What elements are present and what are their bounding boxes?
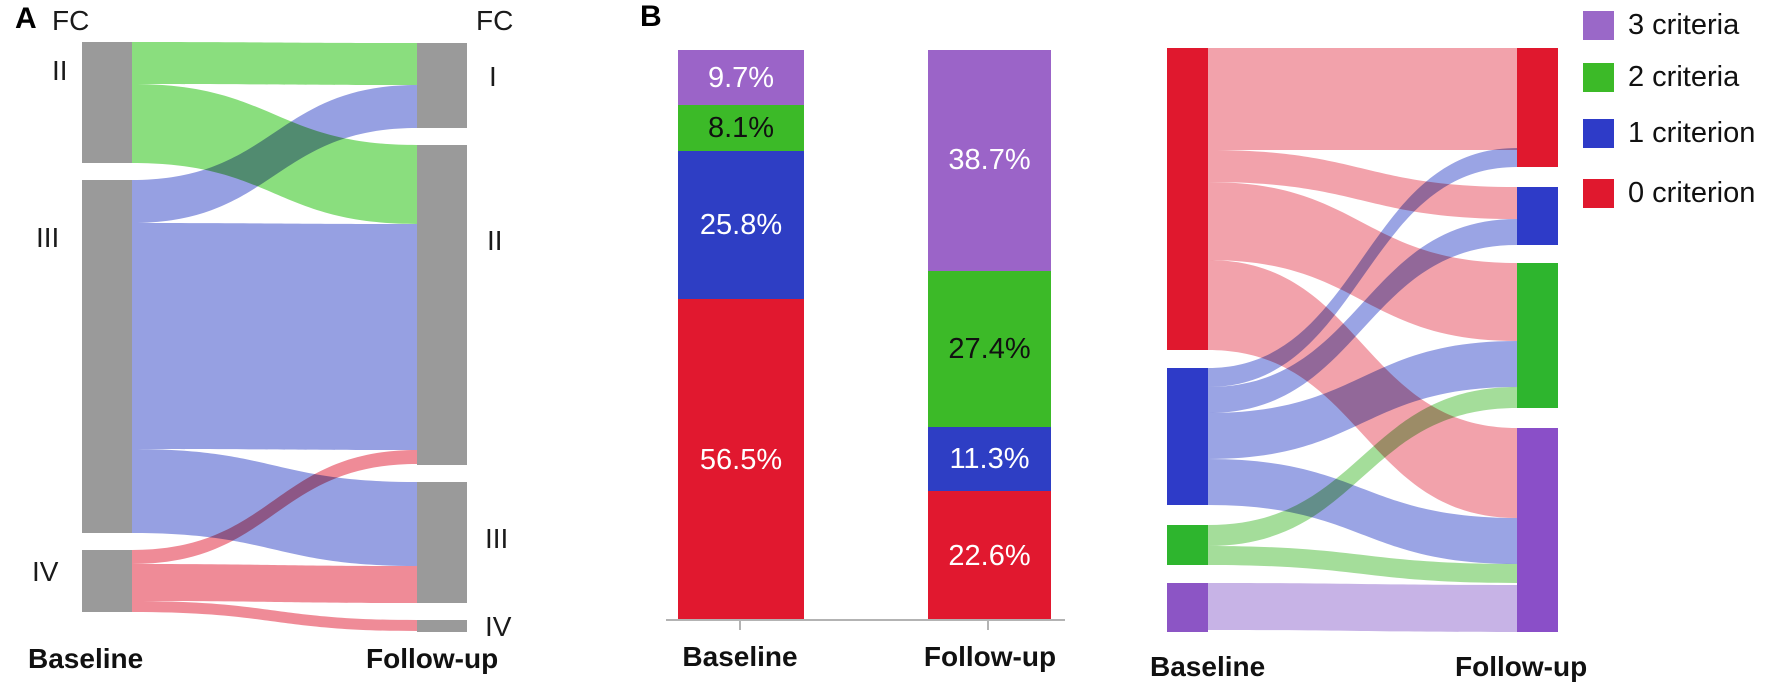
- bar-segment-0-criterion: [928, 491, 1051, 620]
- legend-label: 3 criteria: [1628, 9, 1740, 41]
- panel_b_sankey-flows: [1208, 48, 1517, 632]
- x-axis-tick-baseline: [739, 621, 741, 630]
- node-label-followup-II: II: [487, 225, 503, 256]
- sankey-node-3: [1517, 428, 1558, 632]
- sankey-node-2: [1167, 525, 1208, 565]
- bar-segment-1-criterion: [928, 426, 1051, 492]
- x-axis-line: [666, 619, 1065, 621]
- legend-swatch-0-criterion: [1583, 179, 1614, 208]
- bar-segment-value: 9.7%: [707, 61, 775, 94]
- sankey-flow-2-to-2: [1208, 387, 1517, 546]
- bar-segment-value: 27.4%: [948, 332, 1031, 365]
- panel-a-baseline-label: Baseline: [28, 643, 144, 674]
- sankey-node-III: [417, 482, 467, 603]
- sankey-flow-1-to-2: [1208, 341, 1517, 459]
- sankey-b-baseline-label: Baseline: [1150, 651, 1266, 682]
- bar-segment-value: 22.6%: [948, 539, 1031, 572]
- legend-swatch-1-criterion: [1583, 119, 1614, 148]
- bar-segment-0-criterion: [678, 298, 804, 621]
- sankey-flow-IV-to-II: [132, 450, 417, 564]
- node-label-followup-III: III: [485, 523, 509, 554]
- x-axis-tick-followup: [987, 621, 989, 630]
- sankey-flow-0-to-0: [1208, 48, 1517, 150]
- sankey-flow-II-to-I: [132, 42, 417, 85]
- node-label-followup-IV: IV: [485, 611, 512, 642]
- sankey-flow-1-to-0: [1208, 148, 1517, 387]
- bar-segment-value: 38.7%: [948, 144, 1031, 177]
- sankey-flow-2-to-3: [1208, 546, 1517, 583]
- sankey-node-2: [1517, 263, 1558, 408]
- sankey-flow-III-to-I: [132, 85, 417, 223]
- legend-label: 0 criterion: [1628, 177, 1756, 209]
- legend-swatch-3-criteria: [1583, 11, 1614, 40]
- panel-a-followup-label: Follow-up: [366, 643, 499, 674]
- bar-segment-value: 11.3%: [949, 442, 1030, 475]
- sankey-node-0: [1167, 48, 1208, 350]
- sankey-node-3: [1167, 583, 1208, 632]
- bar-segment-value: 8.1%: [707, 112, 775, 145]
- legend-item-3-criteria: 3 criteria: [1583, 9, 1739, 42]
- sankey-flow-1-to-3: [1208, 459, 1517, 564]
- panel-a-right-axis-title: FC: [476, 5, 514, 36]
- sankey-flow-1-to-1: [1208, 219, 1517, 413]
- node-label-followup-I: I: [489, 61, 497, 92]
- sankey-node-I: [417, 43, 467, 128]
- sankey-flow-IV-to-IV: [132, 601, 417, 631]
- legend-label: 2 criteria: [1628, 61, 1740, 93]
- sankey-node-II: [417, 145, 467, 465]
- panel_a_sankey-nodes: [82, 42, 467, 632]
- bar-segment-value: 56.5%: [699, 443, 783, 476]
- bar-segment-3-criteria: [678, 50, 804, 106]
- panel-a-left-axis-title: FC: [52, 5, 90, 36]
- node-label-baseline-II: II: [52, 55, 68, 86]
- sankey-node-1: [1517, 187, 1558, 245]
- legend-item-0-criterion: 0 criterion: [1583, 177, 1755, 210]
- sankey-node-IV: [82, 550, 132, 612]
- sankey-node-0: [1517, 48, 1558, 167]
- legend-item-1-criterion: 1 criterion: [1583, 117, 1755, 150]
- sankey-flow-III-to-II: [132, 223, 417, 450]
- sankey-node-II: [82, 42, 132, 163]
- bar-category-followup: Follow-up: [923, 641, 1057, 672]
- sankey-node-IV: [417, 620, 467, 632]
- bar-segment-value: 25.8%: [699, 208, 783, 241]
- sankey-flow-IV-to-III: [132, 564, 417, 603]
- node-label-baseline-IV: IV: [32, 556, 59, 587]
- panel-a-label: A: [15, 2, 37, 35]
- panel_b_sankey-nodes: [1167, 48, 1558, 632]
- panel-b-label: B: [640, 0, 662, 33]
- sankey-flow-0-to-1: [1208, 150, 1517, 219]
- sankey-flow-3-to-3: [1208, 583, 1517, 632]
- bar-segment-1-criterion: [678, 151, 804, 299]
- bar-category-baseline: Baseline: [682, 641, 798, 672]
- node-label-baseline-III: III: [36, 222, 60, 253]
- sankey-node-1: [1167, 368, 1208, 505]
- bar-segment-2-criteria: [928, 270, 1051, 427]
- bar-segment-3-criteria: [928, 50, 1051, 271]
- legend-item-2-criteria: 2 criteria: [1583, 61, 1739, 94]
- legend-swatch-2-criteria: [1583, 63, 1614, 92]
- legend-label: 1 criterion: [1628, 117, 1756, 149]
- panel_a_sankey-flows: [132, 42, 417, 631]
- bar-segment-2-criteria: [678, 105, 804, 152]
- sankey-b-followup-label: Follow-up: [1455, 651, 1588, 682]
- sankey-node-III: [82, 180, 132, 533]
